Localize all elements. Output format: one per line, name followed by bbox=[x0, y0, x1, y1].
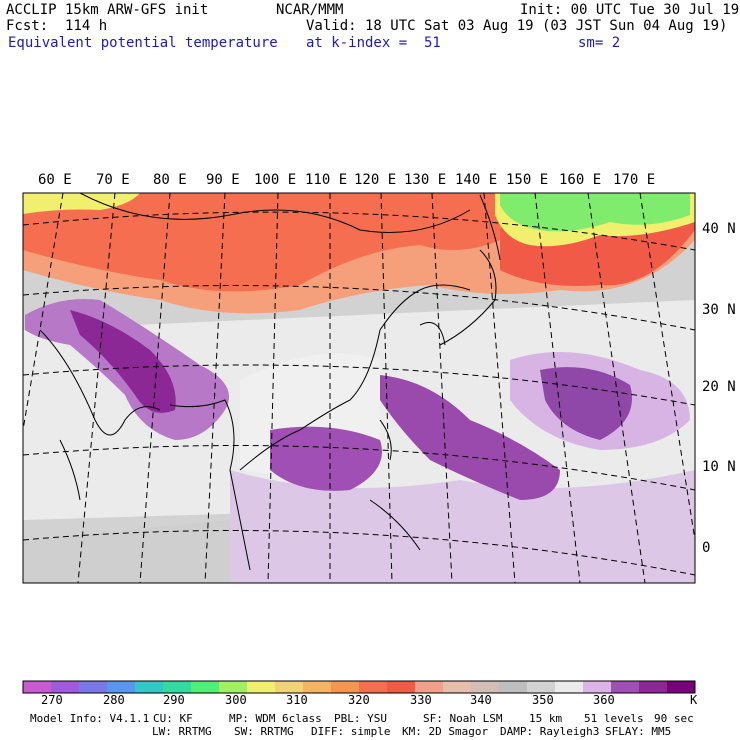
field-ne-green bbox=[500, 193, 690, 232]
field-name: Equivalent potential temperature bbox=[8, 35, 278, 51]
model-km: KM: 2D Smagor bbox=[402, 725, 489, 738]
colorbar-label: 310 bbox=[286, 693, 308, 707]
lat-label: 0 bbox=[702, 540, 711, 556]
colorbar-label: 360 bbox=[593, 693, 615, 707]
model-version: Model Info: V4.1.1 bbox=[30, 712, 150, 725]
colorbar-label: 290 bbox=[163, 693, 185, 707]
lon-label: 60 E bbox=[38, 172, 72, 188]
model-cu: CU: KF bbox=[153, 712, 193, 725]
lon-label: 150 E bbox=[506, 172, 549, 188]
colorbar-swatch bbox=[219, 681, 248, 693]
colorbar-swatch bbox=[471, 681, 500, 693]
colorbar-label: 320 bbox=[348, 693, 370, 707]
colorbar-label: 340 bbox=[470, 693, 492, 707]
colorbar-swatch bbox=[415, 681, 444, 693]
coastlines bbox=[39, 193, 501, 571]
lon-label: 170 E bbox=[613, 172, 656, 188]
lon-label: 70 E bbox=[96, 172, 130, 188]
model-damp: DAMP: Rayleigh3 bbox=[500, 725, 600, 738]
lon-label: 110 E bbox=[305, 172, 348, 188]
model-lw: LW: RRTMG bbox=[152, 725, 212, 738]
init-time: Init: 00 UTC Tue 30 Jul 19 bbox=[520, 2, 740, 18]
colorbar-swatch bbox=[51, 681, 80, 693]
colorbar-swatch bbox=[135, 681, 164, 693]
colorbar-label: 350 bbox=[532, 693, 554, 707]
lon-label: 100 E bbox=[254, 172, 297, 188]
model-sw: SW: RRTMG bbox=[234, 725, 294, 738]
colorbar-swatch bbox=[443, 681, 472, 693]
smoothing-label: sm= 2 bbox=[578, 35, 621, 51]
colorbar-swatch bbox=[583, 681, 612, 693]
field-pacific-purple bbox=[380, 375, 560, 500]
model-timestep: 90 sec bbox=[654, 712, 694, 725]
colorbar-label: 270 bbox=[41, 693, 63, 707]
lon-label: 120 E bbox=[354, 172, 397, 188]
colorbar-swatch bbox=[247, 681, 276, 693]
colorbar-swatch bbox=[275, 681, 304, 693]
model-resolution: 15 km bbox=[529, 712, 563, 725]
model-title: ACCLIP 15km ARW-GFS init bbox=[6, 2, 209, 18]
field-indochina-purple bbox=[270, 426, 382, 491]
valid-time: Valid: 18 UTC Sat 03 Aug 19 (03 JST Sun … bbox=[306, 18, 728, 34]
model-diff: DIFF: simple bbox=[311, 725, 391, 738]
lat-label: 10 N bbox=[702, 459, 736, 475]
graticule bbox=[23, 193, 695, 583]
lon-label: 90 E bbox=[206, 172, 240, 188]
colorbar-swatch bbox=[387, 681, 416, 693]
colorbar-swatch bbox=[303, 681, 332, 693]
colorbar-label: 330 bbox=[410, 693, 432, 707]
colorbar-swatch bbox=[527, 681, 556, 693]
producer-label: NCAR/MMM bbox=[276, 2, 344, 18]
forecast-hour: Fcst: 114 h bbox=[6, 18, 108, 34]
lon-label: 80 E bbox=[153, 172, 187, 188]
colorbar-swatch bbox=[667, 681, 696, 693]
field-nw-yellow bbox=[23, 193, 140, 214]
model-mp: MP: WDM 6class bbox=[229, 712, 322, 725]
colorbar-swatch bbox=[611, 681, 640, 693]
colorbar-swatch bbox=[191, 681, 220, 693]
colorbar-swatch bbox=[107, 681, 136, 693]
model-pbl: PBL: YSU bbox=[334, 712, 387, 725]
colorbar-swatch bbox=[639, 681, 668, 693]
model-sf: SF: Noah LSM bbox=[423, 712, 503, 725]
colorbar-swatch bbox=[163, 681, 192, 693]
colorbar-swatch bbox=[79, 681, 108, 693]
colorbar-frame bbox=[22, 680, 696, 694]
model-sflay: SFLAY: MM5 bbox=[605, 725, 672, 738]
lat-label: 30 N bbox=[702, 302, 736, 318]
field-india-dark bbox=[70, 310, 176, 413]
colorbar bbox=[22, 680, 696, 694]
lon-label: 130 E bbox=[404, 172, 447, 188]
colorbar-swatch bbox=[331, 681, 360, 693]
field-north-red bbox=[23, 193, 520, 292]
colorbar-swatch bbox=[23, 681, 52, 693]
colorbar-label: 300 bbox=[225, 693, 247, 707]
map-frame bbox=[22, 192, 696, 584]
colorbar-swatch bbox=[359, 681, 388, 693]
lat-label: 40 N bbox=[702, 221, 736, 237]
colorbar-label: 280 bbox=[103, 693, 125, 707]
field-south-purple bbox=[230, 470, 695, 583]
model-levels: 51 levels bbox=[584, 712, 644, 725]
colorbar-unit: K bbox=[690, 693, 698, 707]
lat-label: 20 N bbox=[702, 379, 736, 395]
lon-label: 160 E bbox=[559, 172, 602, 188]
level-label: at k-index = 51 bbox=[306, 35, 441, 51]
colorbar-swatch bbox=[499, 681, 528, 693]
colorbar-swatch bbox=[555, 681, 584, 693]
lon-label: 140 E bbox=[455, 172, 498, 188]
